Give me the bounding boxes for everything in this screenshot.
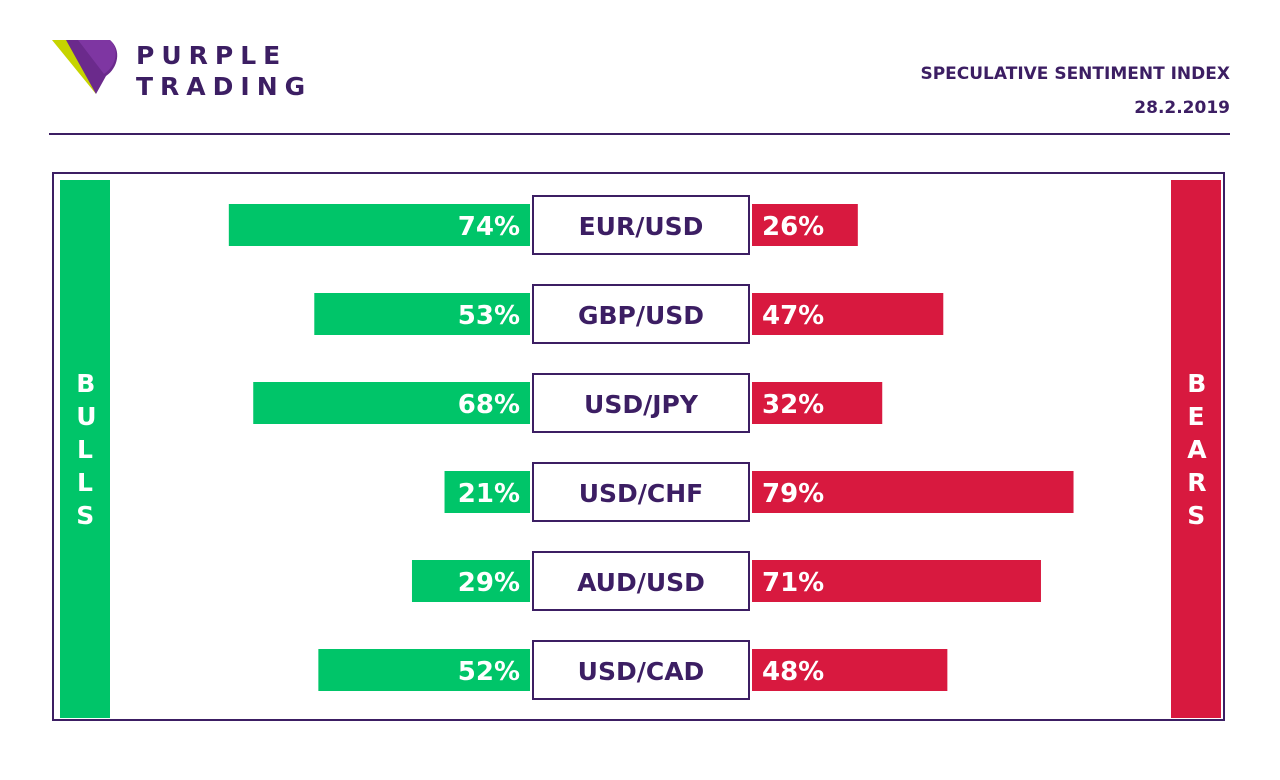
pair-label-box xyxy=(532,640,750,700)
pair-label-box xyxy=(532,551,750,611)
pair-label: USD/CHF xyxy=(579,479,704,508)
bears-bar xyxy=(752,649,948,691)
chart-frame xyxy=(52,172,1225,721)
pair-label: USD/CAD xyxy=(578,657,705,686)
bears-value-label: 79% xyxy=(762,479,824,509)
header-divider xyxy=(49,133,1230,135)
bulls-bar xyxy=(318,649,530,691)
bears-bar xyxy=(752,204,858,246)
bulls-value-label: 52% xyxy=(458,657,520,687)
bears-side-bar: BEARS xyxy=(1171,180,1221,718)
chart-date: 28.2.2019 xyxy=(1134,98,1230,118)
bears-bar xyxy=(752,293,944,335)
bulls-bar xyxy=(314,293,530,335)
bulls-label: BULLS xyxy=(76,368,97,530)
bears-value-label: 48% xyxy=(762,657,824,687)
bulls-value-label: 29% xyxy=(458,568,520,598)
purple-trading-logo-icon xyxy=(52,40,118,94)
bulls-bar xyxy=(444,471,530,513)
pair-label-box xyxy=(532,373,750,433)
bears-bar xyxy=(752,471,1074,513)
bulls-value-label: 74% xyxy=(458,212,520,242)
bulls-value-label: 53% xyxy=(458,301,520,331)
chart-title: SPECULATIVE SENTIMENT INDEX xyxy=(920,64,1230,84)
bulls-value-label: 21% xyxy=(458,479,520,509)
bears-bar xyxy=(752,382,883,424)
pair-label: GBP/USD xyxy=(578,301,704,330)
pair-label-box xyxy=(532,462,750,522)
brand-line-1: PURPLE xyxy=(136,41,288,70)
bears-value-label: 32% xyxy=(762,390,824,420)
bears-value-label: 26% xyxy=(762,212,824,242)
bulls-bar xyxy=(228,204,530,246)
pair-label: AUD/USD xyxy=(577,568,705,597)
pair-label-box xyxy=(532,195,750,255)
bears-value-label: 71% xyxy=(762,568,824,598)
bears-label: BEARS xyxy=(1187,368,1207,530)
bears-value-label: 47% xyxy=(762,301,824,331)
bears-bar xyxy=(752,560,1041,602)
pair-label: USD/JPY xyxy=(584,390,699,419)
bulls-side-bar: BULLS xyxy=(60,180,110,718)
bulls-bar xyxy=(411,560,530,602)
pair-label: EUR/USD xyxy=(579,212,704,241)
pair-label-box xyxy=(532,284,750,344)
brand-name: PURPLE TRADING xyxy=(136,40,312,102)
bulls-value-label: 68% xyxy=(458,390,520,420)
header: SPECULATIVE SENTIMENT INDEX 28.2.2019 xyxy=(920,57,1230,125)
brand-line-2: TRADING xyxy=(136,72,313,101)
bulls-bar xyxy=(253,382,531,424)
